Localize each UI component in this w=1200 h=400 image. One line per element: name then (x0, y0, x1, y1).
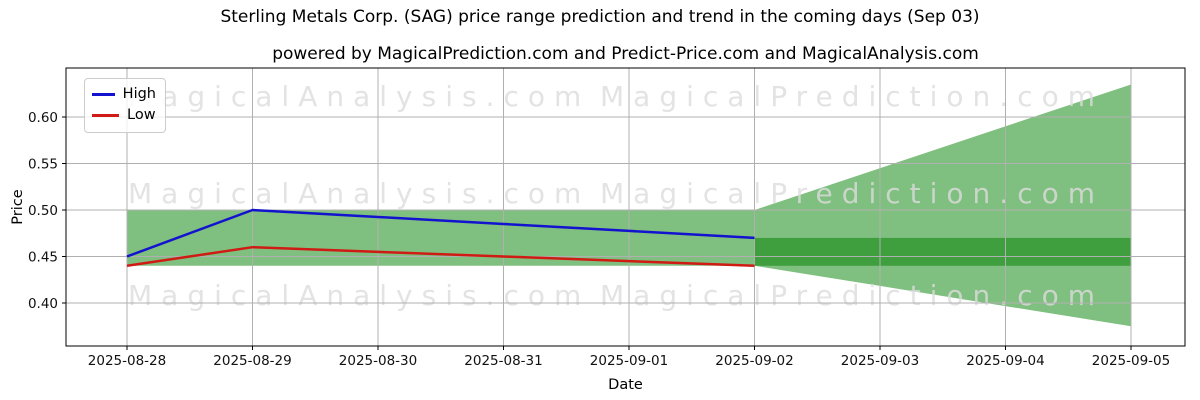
powered-by-subtitle: powered by MagicalPrediction.com and Pre… (272, 44, 979, 64)
legend: High Low (84, 78, 166, 133)
x-tick-label: 2025-08-29 (213, 353, 291, 369)
legend-label-low: Low (127, 107, 156, 123)
x-tick-label: 2025-08-30 (339, 353, 417, 369)
x-tick-label: 2025-09-01 (590, 353, 668, 369)
x-tick-label: 2025-09-04 (966, 353, 1044, 369)
watermark-magicalanalysis: MagicalAnalysis.com (128, 80, 590, 113)
legend-item-high: High (92, 84, 156, 105)
x-tick-label: 2025-08-31 (464, 353, 542, 369)
y-tick-label: 0.45 (28, 250, 58, 266)
x-axis-label: Date (608, 377, 643, 393)
watermark-magicalprediction: MagicalPrediction.com (600, 177, 1104, 210)
legend-label-high: High (122, 86, 156, 102)
watermark-magicalanalysis: MagicalAnalysis.com (128, 177, 590, 210)
watermark-magicalprediction: MagicalPrediction.com (600, 279, 1104, 312)
x-tick-label: 2025-08-28 (88, 353, 166, 369)
predicted-range-dark-band (754, 237, 1131, 266)
y-tick-label: 0.40 (28, 296, 58, 312)
y-axis-label: Price (10, 189, 26, 224)
y-tick-label: 0.55 (28, 157, 58, 173)
low-line-swatch (92, 114, 119, 117)
high-line-swatch (92, 93, 115, 96)
figure-title: Sterling Metals Corp. (SAG) price range … (220, 7, 980, 27)
x-tick-label: 2025-09-05 (1092, 353, 1170, 369)
plot-frame (65, 67, 1186, 347)
y-tick-label: 0.60 (28, 110, 58, 126)
watermark-magicalprediction: MagicalPrediction.com (600, 80, 1104, 113)
high-price-line (126, 208, 755, 258)
y-tick-label: 0.50 (28, 203, 58, 219)
x-tick-label: 2025-09-03 (841, 353, 919, 369)
low-price-line (126, 245, 755, 268)
x-tick-label: 2025-09-02 (715, 353, 793, 369)
watermark-magicalanalysis: MagicalAnalysis.com (128, 279, 590, 312)
legend-item-low: Low (92, 105, 156, 126)
